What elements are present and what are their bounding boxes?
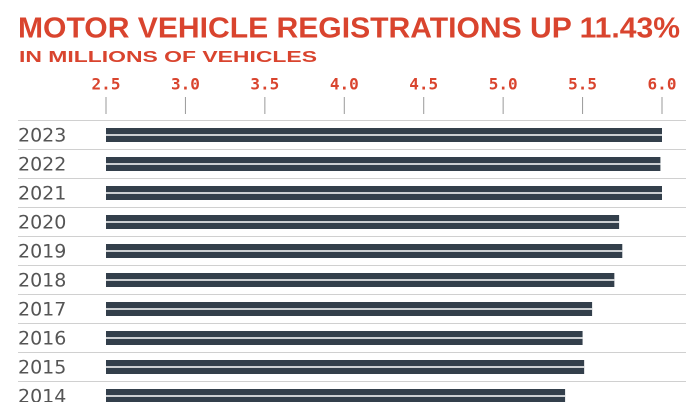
x-tick-label: 5.5 — [568, 75, 597, 94]
chart-title: MOTOR VEHICLE REGISTRATIONS UP 11.43% — [18, 13, 680, 45]
x-tick-label: 2.5 — [92, 75, 121, 94]
chart-subtitle: IN MILLIONS OF VEHICLES — [19, 49, 317, 66]
y-tick-label: 2014 — [18, 386, 66, 402]
x-tick-label: 6.0 — [648, 75, 677, 94]
y-tick-label: 2018 — [18, 270, 66, 292]
x-tick-label: 4.5 — [409, 75, 438, 94]
y-tick-label: 2015 — [18, 357, 66, 379]
y-tick-label: 2023 — [18, 125, 66, 147]
y-tick-label: 2020 — [18, 212, 66, 234]
x-tick-label: 3.0 — [171, 75, 200, 94]
y-tick-label: 2017 — [18, 299, 66, 321]
y-tick-label: 2022 — [18, 154, 66, 176]
x-tick-label: 3.5 — [250, 75, 279, 94]
y-tick-label: 2016 — [18, 328, 66, 350]
y-tick-label: 2021 — [18, 183, 66, 205]
x-tick-label: 5.0 — [489, 75, 518, 94]
x-tick-label: 4.0 — [330, 75, 359, 94]
y-tick-label: 2019 — [18, 241, 66, 263]
